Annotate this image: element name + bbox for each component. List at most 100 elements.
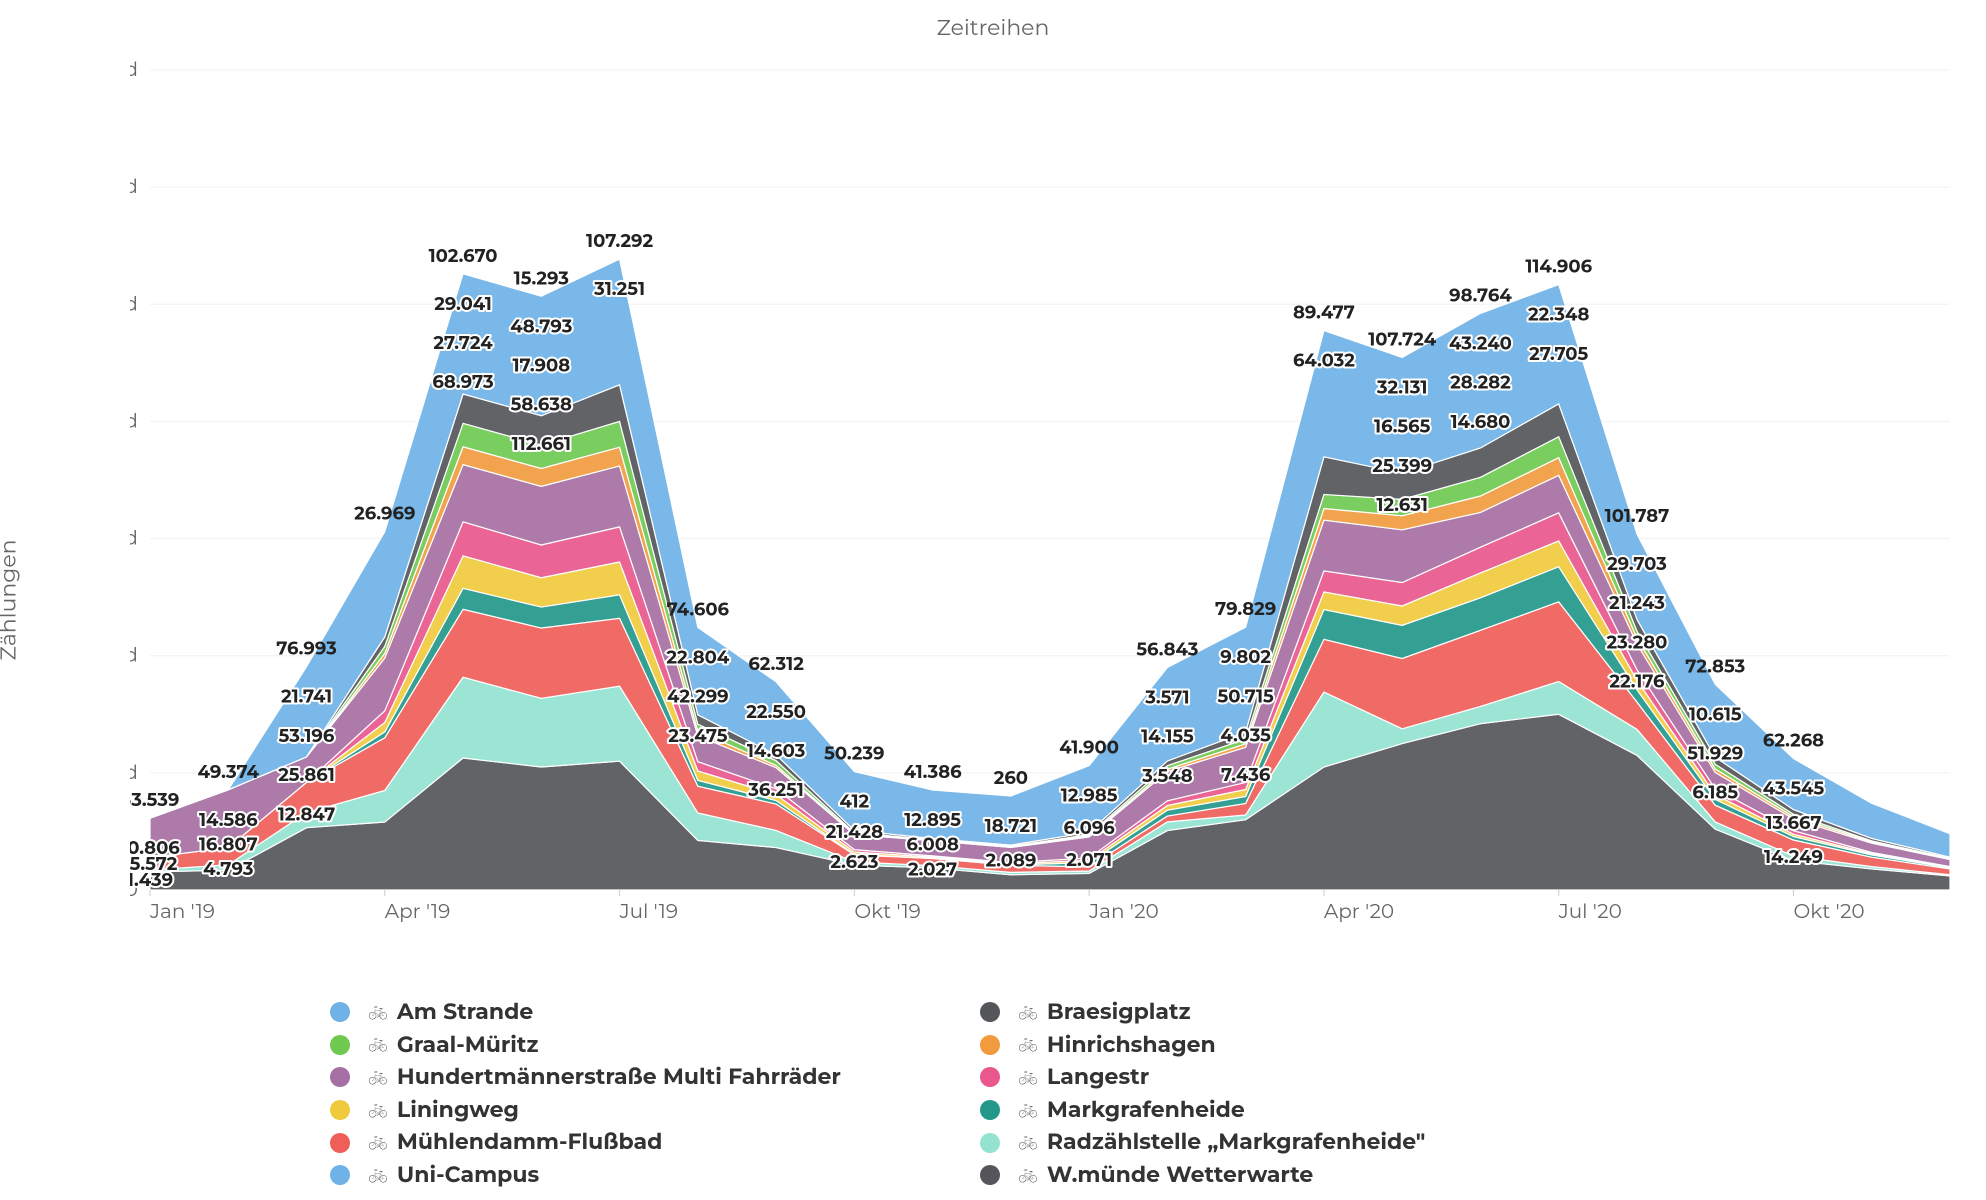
legend-item[interactable]: 🚲 W.münde Wetterwarte [980,1161,1630,1190]
svg-text:Okt '20: Okt '20 [1793,900,1864,924]
svg-text:89.477: 89.477 [1293,302,1355,324]
svg-text:74.606: 74.606 [667,598,730,620]
legend-item[interactable]: 🚲 Markgrafenheide [980,1096,1630,1125]
legend-item[interactable]: 🚲 Liningweg [330,1096,980,1125]
svg-text:43.545: 43.545 [1763,778,1825,800]
bike-icon: 🚲 [368,1034,387,1055]
svg-text:72.853: 72.853 [1685,655,1745,677]
svg-text:22.348: 22.348 [1528,304,1590,326]
svg-text:12.847: 12.847 [278,803,335,825]
svg-text:Jul '19: Jul '19 [619,900,678,924]
svg-text:25.861: 25.861 [278,764,335,786]
chart-container: Zeitreihen Zählungen 0100Tsd200Tsd300Tsd… [0,0,1986,1200]
svg-text:500Tsd: 500Tsd [130,292,138,316]
svg-text:107.292: 107.292 [586,230,653,252]
bike-icon: 🚲 [368,1132,387,1153]
svg-text:12.631: 12.631 [1376,494,1428,516]
legend-swatch [980,1002,1000,1022]
svg-text:114.906: 114.906 [1525,256,1592,278]
legend-label: Liningweg [397,1096,519,1125]
legend-label: Hundertmännerstraße Multi Fahrräder [397,1063,841,1092]
bike-icon: 🚲 [1018,1100,1037,1121]
bike-icon: 🚲 [1018,1034,1037,1055]
legend-label: Am Strande [397,998,533,1027]
svg-text:36.251: 36.251 [747,779,804,801]
svg-text:41.386: 41.386 [904,761,962,783]
svg-text:43.240: 43.240 [1449,332,1512,354]
svg-text:12.895: 12.895 [904,809,961,831]
svg-text:Jan '19: Jan '19 [149,900,215,924]
svg-text:17.908: 17.908 [512,354,570,376]
legend-item[interactable]: 🚲Braesigplatz [980,998,1630,1027]
legend-label: Braesigplatz [1047,998,1191,1027]
svg-text:21.741: 21.741 [281,686,332,708]
legend-item[interactable]: 🚲 Mühlendamm-Flußbad [330,1128,980,1157]
legend-swatch [330,1002,350,1022]
svg-text:Okt '19: Okt '19 [854,900,921,924]
bike-icon: 🚲 [1018,1165,1037,1186]
svg-text:27.724: 27.724 [433,332,493,354]
svg-text:14.586: 14.586 [199,809,258,831]
legend-swatch [330,1035,350,1055]
bike-icon: 🚲 [1018,1132,1037,1153]
svg-text:16.807: 16.807 [199,834,258,856]
svg-text:22.550: 22.550 [746,701,806,723]
bike-icon: 🚲 [368,1100,387,1121]
svg-text:26.969: 26.969 [354,503,415,525]
svg-text:79.829: 79.829 [1215,598,1276,620]
svg-text:14.249: 14.249 [1764,846,1823,868]
svg-text:62.312: 62.312 [748,653,804,675]
svg-text:14.603: 14.603 [747,740,806,762]
legend-label: Markgrafenheide [1047,1096,1245,1125]
legend-label: Uni-Campus [397,1161,539,1190]
chart-legend: 🚲Am Strande🚲Braesigplatz🚲Graal-Müritz🚲Hi… [330,998,1630,1190]
svg-text:12.985: 12.985 [1061,785,1118,807]
svg-text:14.680: 14.680 [1450,411,1510,433]
svg-text:31.251: 31.251 [593,278,645,300]
svg-text:4.793: 4.793 [203,858,254,880]
legend-item[interactable]: 🚲 Radzählstelle „Markgrafenheide" [980,1128,1630,1157]
svg-text:112.661: 112.661 [512,433,571,455]
svg-text:50.239: 50.239 [824,743,884,765]
legend-swatch [980,1100,1000,1120]
svg-text:21.428: 21.428 [826,821,883,843]
legend-item[interactable]: 🚲 Am Strande [330,998,980,1027]
svg-text:42.299: 42.299 [667,686,729,708]
svg-text:50.715: 50.715 [1218,685,1275,707]
svg-text:13.667: 13.667 [1765,812,1821,834]
legend-item[interactable]: 🚲 Uni-Campus [330,1161,980,1190]
chart-plot: 0100Tsd200Tsd300Tsd400Tsd500Tsd600Tsd700… [130,60,1960,930]
legend-item[interactable]: 🚲Hundertmännerstraße Multi Fahrräder [330,1063,980,1092]
svg-text:Jan '20: Jan '20 [1088,900,1159,924]
svg-text:98.764: 98.764 [1449,284,1512,306]
legend-item[interactable]: 🚲Hinrichshagen [980,1031,1630,1060]
legend-label: Graal-Müritz [397,1031,539,1060]
svg-text:6.008: 6.008 [906,834,959,856]
svg-text:260: 260 [994,767,1028,789]
svg-text:102.670: 102.670 [429,245,498,267]
legend-label: Radzählstelle „Markgrafenheide" [1047,1128,1425,1157]
svg-text:62.268: 62.268 [1763,730,1824,752]
legend-item[interactable]: 🚲Langestr [980,1063,1630,1092]
bike-icon: 🚲 [368,1165,387,1186]
svg-text:51.929: 51.929 [1687,742,1743,764]
svg-text:101.787: 101.787 [1605,505,1670,527]
svg-text:22.176: 22.176 [1609,671,1665,693]
svg-text:6.096: 6.096 [1063,817,1115,839]
legend-label: W.münde Wetterwarte [1047,1161,1313,1190]
svg-text:2.071: 2.071 [1066,849,1112,871]
legend-swatch [980,1133,1000,1153]
svg-text:3.571: 3.571 [1144,686,1189,708]
bike-icon: 🚲 [1018,1067,1037,1088]
svg-text:2.027: 2.027 [908,858,957,880]
svg-text:21.243: 21.243 [1609,592,1665,614]
svg-text:200Tsd: 200Tsd [130,644,138,668]
svg-text:Apr '19: Apr '19 [385,900,451,924]
svg-text:28.282: 28.282 [1450,372,1511,394]
svg-text:300Tsd: 300Tsd [130,527,138,551]
svg-text:107.724: 107.724 [1368,328,1437,350]
legend-label: Mühlendamm-Flußbad [397,1128,662,1157]
legend-item[interactable]: 🚲 Graal-Müritz [330,1031,980,1060]
svg-text:58.638: 58.638 [511,394,572,416]
bike-icon: 🚲 [368,1002,387,1023]
